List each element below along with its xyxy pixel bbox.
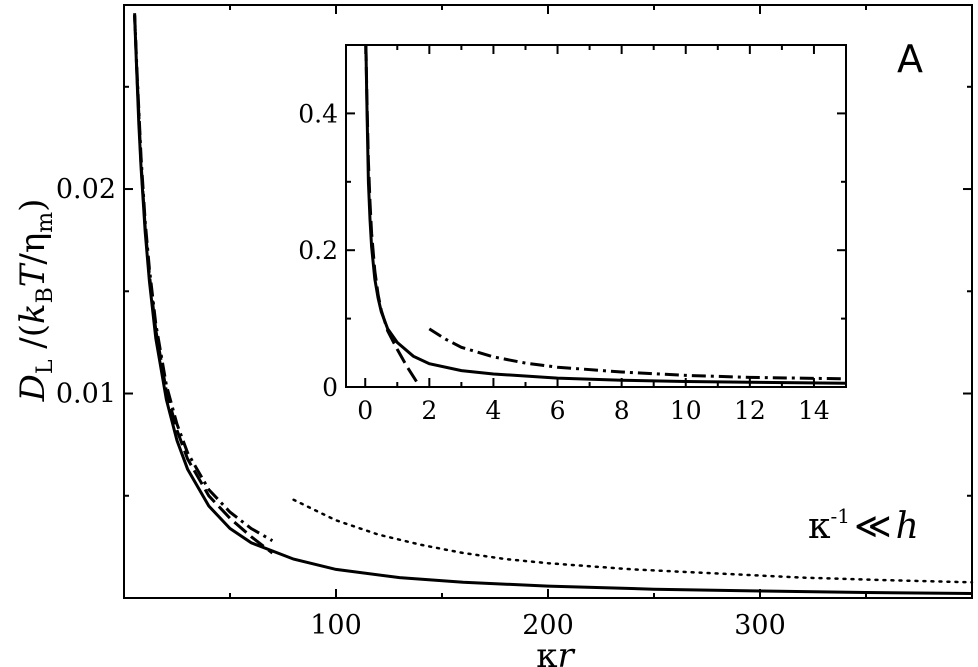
inset-x-tick-label: 2 [421, 396, 437, 425]
main-y-tick-label: 0.02 [56, 174, 116, 205]
inset-axis-ticks: 0 2 4 6 8 10 12 14 0 0.2 0.4 [298, 45, 846, 425]
inset-x-tick-label: 6 [550, 396, 566, 425]
y-label-k: k [13, 303, 53, 324]
x-axis-label: κr [536, 636, 575, 667]
inset-series-dashdot [428, 327, 847, 381]
inset-y-tick-label: 0.2 [298, 236, 338, 265]
inset-x-tick-label: 10 [670, 396, 702, 425]
regime-annotation: κ-1 ≪ h [808, 504, 919, 547]
main-plot-series [133, 13, 974, 595]
y-label-T: T [13, 262, 53, 287]
y-label-L-sub: L [33, 359, 58, 374]
main-y-tick-label: 0.01 [56, 379, 116, 410]
inset-x-tick-label: 8 [614, 396, 630, 425]
annotation-relation: ≪ [854, 506, 892, 547]
inset-plot-frame [345, 44, 847, 388]
main-x-tick-label: 100 [310, 610, 362, 641]
main-x-tick-label: 200 [522, 610, 574, 641]
y-label-open: /( [13, 324, 53, 360]
x-axis-label-kappa: κ [536, 636, 557, 667]
y-axis-label: DL /(kBT/ηm) [13, 199, 58, 403]
inset-x-tick-label: 0 [357, 396, 373, 425]
inset-x-tick-label: 14 [798, 396, 830, 425]
y-label-eta: η [13, 233, 53, 253]
main-series-dotted [292, 498, 974, 584]
main-series-dashdot [133, 13, 274, 543]
inset-x-tick-label: 12 [734, 396, 766, 425]
y-label-D: D [13, 374, 53, 402]
inset-background [346, 45, 846, 387]
inset-y-tick-label: 0.4 [298, 99, 338, 128]
y-label-slash: / [13, 253, 53, 265]
x-axis-label-r: r [557, 636, 575, 667]
y-label-m-sub: m [33, 212, 58, 233]
inset-x-tick-label: 4 [485, 396, 501, 425]
main-x-tick-label: 300 [734, 610, 786, 641]
main-series-dashed [133, 15, 274, 555]
annotation-h: h [896, 506, 919, 547]
y-label-close: ) [13, 199, 53, 212]
annotation-kappa: κ [808, 506, 831, 547]
inset-series-dashed [364, 44, 418, 383]
annotation-exponent: -1 [831, 504, 850, 528]
y-label-B-sub: B [33, 287, 58, 303]
inset-y-tick-label: 0 [322, 373, 338, 402]
panel-label: A [897, 37, 923, 81]
